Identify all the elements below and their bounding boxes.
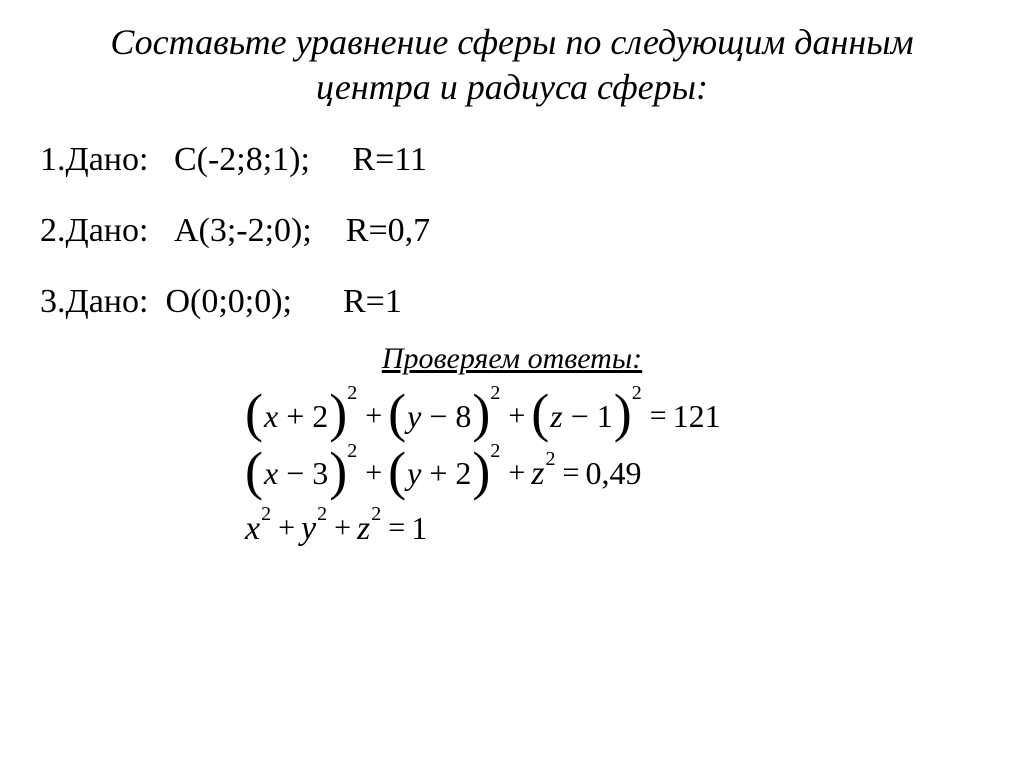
rhs-value: 121 [673,398,721,435]
open-paren: ( [245,450,263,493]
paren-term-1: ( x + 2 ) [245,394,347,437]
equals-sign: = [563,456,580,491]
item-number: 3. [40,282,66,323]
exponent: 2 [546,448,556,471]
y-var: y [301,509,316,548]
x-var: x [245,509,260,548]
slide-title: Составьте уравнение сферы по следующим д… [30,20,994,110]
open-paren: ( [531,392,549,435]
exponent: 2 [317,503,327,526]
exponent: 2 [261,503,271,526]
item-radius: R=1 [343,282,402,323]
paren-term-2: ( y + 2 ) [388,452,490,495]
item-point: А(3;-2;0); [174,211,312,252]
given-item-1: 1.Дано: С(-2;8;1); R=11 [40,140,994,181]
close-paren: ) [614,392,632,435]
item-word: Дано: [66,211,149,252]
term-inner: y − 8 [406,398,472,435]
given-list: 1.Дано: С(-2;8;1); R=11 2.Дано: А(3;-2;0… [30,140,994,322]
item-word: Дано: [66,140,149,181]
plus-op: + [334,511,351,546]
given-item-3: 3.Дано: О(0;0;0); R=1 [40,282,994,323]
term-inner: y + 2 [406,455,472,492]
close-paren: ) [329,392,347,435]
equation-1: ( x + 2 ) 2 + ( y − 8 ) 2 + ( z − 1 ) 2 … [245,394,994,437]
z-var: z [357,509,370,548]
equals-sign: = [388,511,405,546]
close-paren: ) [472,392,490,435]
exponent: 2 [347,382,357,405]
item-radius: R=11 [352,140,427,181]
exponent: 2 [371,503,381,526]
equals-sign: = [650,399,667,434]
item-radius: R=0,7 [346,211,430,252]
open-paren: ( [388,450,406,493]
answers-title: Проверяем ответы: [30,342,994,376]
plus-op: + [278,511,295,546]
given-item-2: 2.Дано: А(3;-2;0); R=0,7 [40,211,994,252]
open-paren: ( [388,392,406,435]
exponent: 2 [490,440,500,463]
term-inner: z − 1 [549,398,614,435]
open-paren: ( [245,392,263,435]
close-paren: ) [472,450,490,493]
item-word: Дано: [66,282,149,323]
close-paren: ) [329,450,347,493]
exponent: 2 [347,440,357,463]
paren-term-3: ( z − 1 ) [531,394,631,437]
item-point: О(0;0;0); [165,282,292,323]
plus-op: + [508,456,525,491]
equation-2: ( x − 3 ) 2 + ( y + 2 ) 2 + z2 = 0,49 [245,452,994,495]
rhs-value: 1 [411,510,427,547]
item-number: 2. [40,211,66,252]
exponent: 2 [490,382,500,405]
plus-op: + [508,399,525,434]
plus-op: + [365,399,382,434]
rhs-value: 0,49 [585,455,641,492]
paren-term-2: ( y − 8 ) [388,394,490,437]
exponent: 2 [632,382,642,405]
item-point: С(-2;8;1); [174,140,310,181]
paren-term-1: ( x − 3 ) [245,452,347,495]
plus-op: + [365,456,382,491]
term-inner: x − 3 [263,455,329,492]
item-number: 1. [40,140,66,181]
equations-block: ( x + 2 ) 2 + ( y − 8 ) 2 + ( z − 1 ) 2 … [30,394,994,547]
term-inner: x + 2 [263,398,329,435]
equation-3: x2 + y2 + z2 = 1 [245,509,994,548]
z-var: z [531,454,544,493]
